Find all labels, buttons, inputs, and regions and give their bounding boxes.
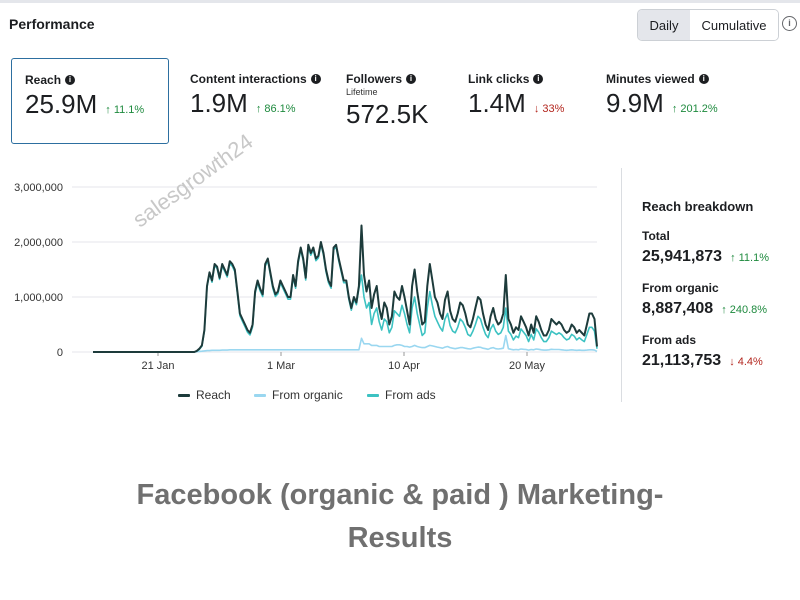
top-border	[0, 0, 800, 3]
kpi-value: 1.9M	[190, 88, 248, 118]
kpi-reach[interactable]: Reach i 25.9M ↑ 11.1%	[11, 58, 169, 144]
series-line-reach	[93, 224, 598, 353]
kpi-change: ↑ 86.1%	[255, 103, 296, 115]
kpi-minutes-viewed[interactable]: Minutes viewed i 9.9M ↑ 201.2%	[606, 72, 718, 119]
x-tick-label: 21 Jan	[141, 360, 174, 372]
kpi-change: ↑ 11.1%	[105, 104, 145, 116]
kpi-label: Link clicks	[468, 72, 530, 86]
breakdown-ads-change: ↓ 4.4%	[729, 356, 763, 368]
kpi-label: Reach	[25, 73, 62, 87]
kpi-sublabel: Lifetime	[346, 87, 378, 97]
breakdown-organic: 8,887,408 ↑ 240.8%	[642, 300, 767, 318]
breakdown-ads-label: From ads	[642, 333, 697, 347]
breakdown-title: Reach breakdown	[642, 199, 754, 214]
kpi-value: 1.4M	[468, 88, 526, 118]
toggle-daily-button[interactable]: Daily	[638, 10, 690, 40]
breakdown-organic-label: From organic	[642, 281, 719, 295]
info-icon[interactable]: i	[782, 16, 797, 31]
caption-line-1: Facebook (organic & paid ) Marketing-	[136, 479, 664, 511]
y-tick-label: 1,000,000	[14, 292, 63, 304]
breakdown-organic-value: 8,887,408	[642, 300, 714, 317]
reach-chart: 3,000,000 2,000,000 1,000,000 0 21 Jan 1 Mar 1…	[14, 182, 598, 372]
breakdown-total-label: Total	[642, 229, 670, 243]
legend-item-ads[interactable]: From ads	[367, 388, 436, 402]
legend-item-organic[interactable]: From organic	[254, 388, 343, 402]
divider	[621, 168, 622, 402]
info-icon[interactable]: i	[65, 75, 76, 85]
performance-panel: Performance Daily Cumulative i Reach i 25…	[0, 0, 800, 402]
info-icon[interactable]: i	[406, 74, 417, 84]
legend-label: Reach	[196, 388, 231, 402]
legend-label: From organic	[272, 388, 343, 402]
legend-swatch	[254, 393, 266, 397]
breakdown-total: 25,941,873 ↑ 11.1%	[642, 248, 769, 266]
view-toggle: Daily Cumulative	[637, 9, 779, 41]
caption: Facebook (organic & paid ) Marketing- Re…	[0, 474, 800, 560]
y-tick-label: 3,000,000	[14, 182, 63, 194]
caption-line-2: Results	[347, 522, 453, 554]
x-tick-label: 10 Apr	[388, 360, 420, 372]
kpi-link-clicks[interactable]: Link clicks i 1.4M ↓ 33%	[468, 72, 564, 119]
legend-item-reach[interactable]: Reach	[178, 388, 231, 402]
kpi-content-interactions[interactable]: Content interactions i 1.9M ↑ 86.1%	[190, 72, 321, 119]
toggle-cumulative-button[interactable]: Cumulative	[690, 10, 778, 40]
kpi-label: Followers	[346, 72, 403, 86]
breakdown-ads-value: 21,113,753	[642, 352, 722, 369]
y-tick-label: 2,000,000	[14, 237, 63, 249]
kpi-label: Content interactions	[190, 72, 307, 86]
kpi-value: 9.9M	[606, 88, 664, 118]
breakdown-total-change: ↑ 11.1%	[730, 252, 770, 264]
x-tick-label: 1 Mar	[267, 360, 295, 372]
kpi-change: ↑ 201.2%	[671, 103, 718, 115]
page-title: Performance	[9, 16, 95, 32]
breakdown-organic-change: ↑ 240.8%	[721, 304, 768, 316]
legend-swatch	[178, 393, 190, 397]
kpi-change: ↓ 33%	[533, 103, 565, 115]
kpi-value: 25.9M	[25, 89, 98, 119]
kpi-value: 572.5K	[346, 99, 429, 129]
series-line-from-ads	[93, 243, 598, 353]
series-line-from-organic	[93, 334, 598, 353]
x-tick-label: 20 May	[509, 360, 546, 372]
breakdown-total-value: 25,941,873	[642, 248, 723, 265]
info-icon[interactable]: i	[533, 74, 544, 84]
kpi-label: Minutes viewed	[606, 72, 695, 86]
info-icon[interactable]: i	[698, 74, 709, 84]
info-icon[interactable]: i	[310, 74, 321, 84]
kpi-followers[interactable]: Followers i Lifetime 572.5K	[346, 72, 428, 130]
y-tick-label: 0	[57, 347, 63, 359]
breakdown-ads: 21,113,753 ↓ 4.4%	[642, 352, 763, 370]
legend-label: From ads	[385, 388, 436, 402]
legend-swatch	[367, 393, 379, 397]
